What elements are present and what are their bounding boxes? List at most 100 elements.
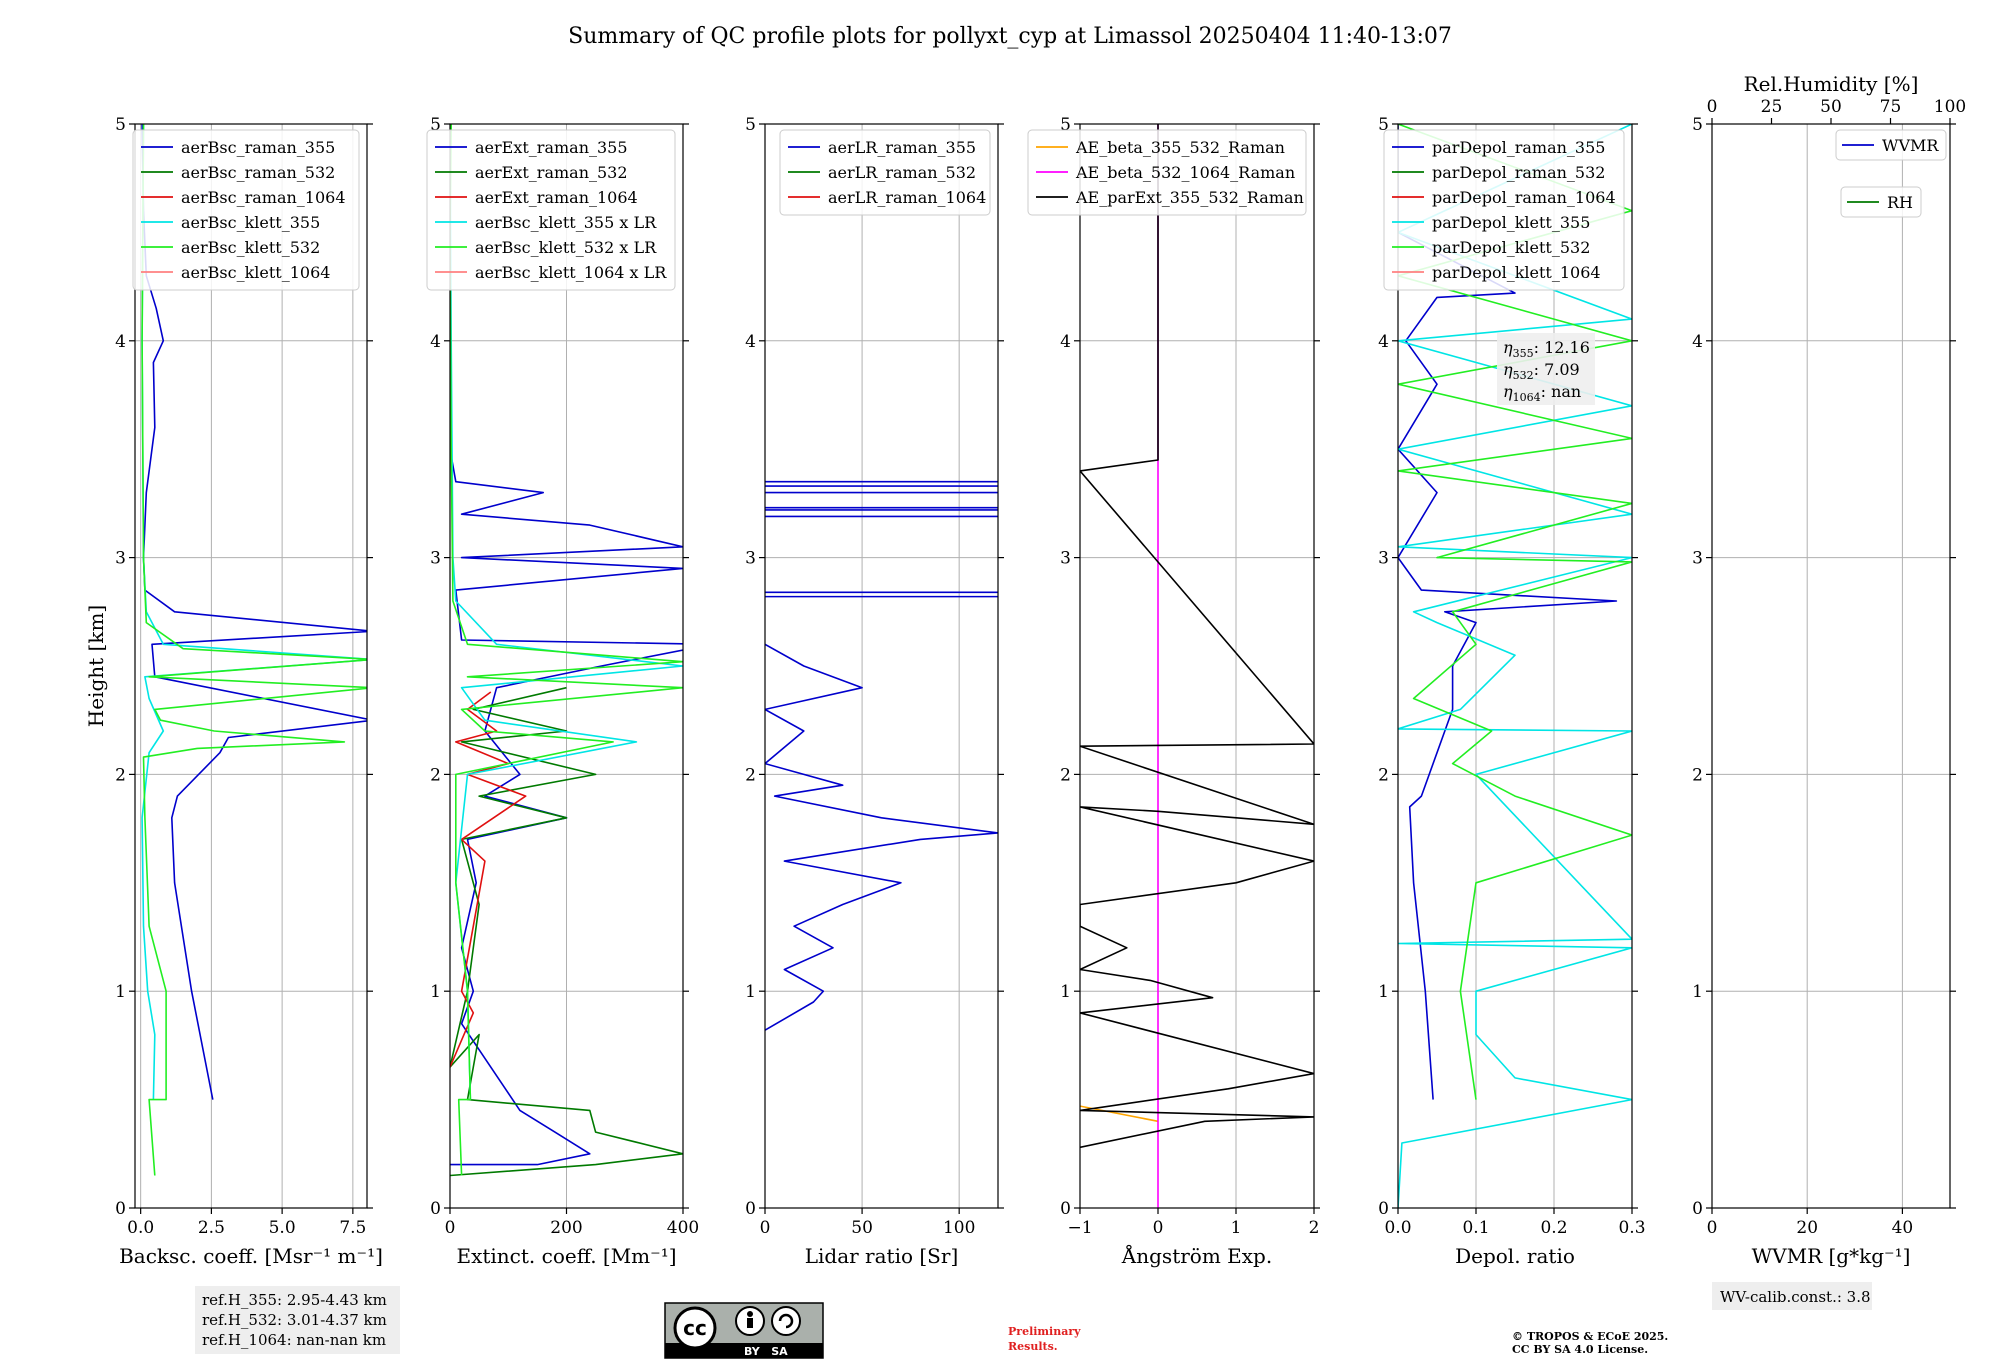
legend-label: aerBsc_klett_355 x LR — [475, 213, 657, 232]
legend-label: parDepol_klett_532 — [1432, 238, 1590, 257]
legend-label: aerBsc_raman_355 — [181, 138, 335, 157]
legend-box — [1835, 129, 1947, 161]
y-tick-label: 2 — [1378, 765, 1389, 785]
panel-depol: 0 1 2 3 4 5 0.0 0.1 0.2 0.3 Depol. ratio parDepol_r… — [1378, 115, 1645, 1268]
eta-line: η355: 12.16 — [1503, 338, 1590, 360]
plot-area-angstrom — [1080, 124, 1314, 1208]
legend-label: aerLR_raman_532 — [828, 163, 976, 182]
series-aerLR_raman_355 — [765, 643, 998, 1031]
y-tick-label: 4 — [745, 332, 756, 352]
y-tick-label: 2 — [115, 765, 126, 785]
panel-backscatter: 0 1 2 3 4 5 0.0 2.5 5.0 7.5 Backsc. coeff. [Msr⁻¹ … — [84, 115, 400, 1354]
series-AE_parExt_355_532_Raman — [1080, 124, 1314, 1149]
legend-label: AE_beta_355_532_Raman — [1075, 138, 1285, 157]
legend-label: parDepol_klett_1064 — [1432, 263, 1601, 282]
legend-label: AE_beta_532_1064_Raman — [1075, 163, 1295, 182]
series-aerBsc_klett_532 — [141, 124, 367, 1176]
x-tick-label: 50 — [851, 1218, 873, 1238]
series-aerExt_raman_532 — [450, 686, 683, 1177]
top-x-tick-label: 50 — [1820, 97, 1842, 117]
x-tick-label: 0 — [760, 1218, 771, 1238]
reference-height-box — [195, 1286, 400, 1354]
legend-backscatter: aerBsc_raman_355 aerBsc_raman_532 aerBsc_r… — [132, 129, 360, 291]
y-tick-label: 1 — [115, 982, 126, 1002]
legend-label: parDepol_klett_355 — [1432, 213, 1590, 232]
y-tick-label: 3 — [115, 549, 126, 569]
x-tick-label: 2.5 — [198, 1218, 225, 1238]
x-axis-label: WVMR [g*kg⁻¹] — [1752, 1244, 1911, 1268]
y-tick-label: 2 — [745, 765, 756, 785]
axes-frame — [764, 123, 999, 1209]
x-tick-label: 0.0 — [127, 1218, 154, 1238]
sa-icon — [771, 1306, 801, 1336]
axes-frame — [134, 123, 368, 1209]
legend-label: RH — [1887, 193, 1913, 212]
y-tick-label: 4 — [430, 332, 441, 352]
legend-label: parDepol_raman_532 — [1432, 163, 1605, 182]
series-parDepol_raman_355 — [1398, 124, 1618, 1100]
y-tick-label: 0 — [115, 1199, 126, 1219]
legend-label: aerBsc_raman_532 — [181, 163, 335, 182]
svg-text:cc: cc — [683, 1316, 707, 1340]
x-axis-label: Lidar ratio [Sr] — [805, 1244, 959, 1268]
top-x-tick-label: 0 — [1707, 97, 1718, 117]
x-tick-label: 1 — [1231, 1218, 1242, 1238]
y-tick-label: 0 — [1378, 1199, 1389, 1219]
reference-height-note: ref.H_532: 3.01-4.37 km — [202, 1311, 387, 1329]
y-tick-label: 2 — [1060, 765, 1071, 785]
preliminary-line-2: Results. — [1008, 1340, 1058, 1353]
legend-label: aerExt_raman_355 — [475, 138, 628, 157]
x-tick-label: 0 — [1153, 1218, 1164, 1238]
y-tick-label: 5 — [1060, 115, 1071, 135]
series-aerBsc_klett_532 x LR — [450, 124, 683, 1176]
y-tick-label: 5 — [1378, 115, 1389, 135]
legend-wvmr: WVMR RH — [1835, 129, 1947, 218]
x-tick-label: 7.5 — [339, 1218, 366, 1238]
legend-label: aerLR_raman_355 — [828, 138, 976, 157]
legend-box — [426, 129, 676, 291]
x-tick-label: 400 — [667, 1218, 699, 1238]
x-tick-label: −1 — [1067, 1218, 1092, 1238]
y-tick-label: 0 — [430, 1199, 441, 1219]
axes-frame — [1397, 123, 1633, 1209]
top-x-axis-label: Rel.Humidity [%] — [1744, 72, 1919, 96]
x-tick-label: 0 — [445, 1218, 456, 1238]
eta-box — [1497, 333, 1595, 405]
legend-box — [779, 129, 991, 216]
y-tick-label: 1 — [1378, 982, 1389, 1002]
x-tick-label: 200 — [550, 1218, 582, 1238]
series-aerExt_raman_1064 — [450, 691, 527, 1068]
legend-label: WVMR — [1882, 136, 1939, 155]
y-tick-label: 2 — [430, 765, 441, 785]
legend-depol: parDepol_raman_355 parDepol_raman_532 parD… — [1383, 129, 1625, 291]
y-tick-label: 5 — [430, 115, 441, 135]
x-tick-label: 2 — [1309, 1218, 1320, 1238]
y-tick-label: 3 — [1060, 549, 1071, 569]
legend-label: aerBsc_klett_355 — [181, 213, 320, 232]
top-x-tick-label: 75 — [1880, 97, 1902, 117]
x-tick-label: 20 — [1796, 1218, 1818, 1238]
legend-extinction: aerExt_raman_355 aerExt_raman_532 aerExt_r… — [426, 129, 676, 291]
cc-license-text: BY SA — [744, 1345, 788, 1358]
legend-label: aerBsc_klett_1064 — [181, 263, 330, 282]
reference-height-note: ref.H_1064: nan-nan km — [202, 1331, 386, 1349]
y-axis-label: Height [km] — [84, 605, 108, 727]
legend-box — [1383, 129, 1625, 291]
legend-lidar_ratio: aerLR_raman_355 aerLR_raman_532 aerLR_rama… — [779, 129, 991, 216]
y-tick-label: 4 — [1692, 332, 1703, 352]
legend-label: aerBsc_raman_1064 — [181, 188, 346, 207]
legend-label: parDepol_raman_355 — [1432, 138, 1605, 157]
legend-label: aerBsc_klett_1064 x LR — [475, 263, 667, 282]
preliminary-line-1: Preliminary — [1008, 1325, 1081, 1338]
x-tick-label: 0.0 — [1384, 1218, 1411, 1238]
legend-label: AE_parExt_355_532_Raman — [1075, 188, 1304, 207]
panels-container: 0 1 2 3 4 5 0.0 2.5 5.0 7.5 Backsc. coeff. [Msr⁻¹ … — [84, 72, 1966, 1354]
reference-height-note: ref.H_355: 2.95-4.43 km — [202, 1291, 387, 1309]
plot-area-backscatter — [141, 124, 367, 1176]
x-axis-label: Backsc. coeff. [Msr⁻¹ m⁻¹] — [119, 1244, 383, 1268]
series-parDepol_klett_355 — [1398, 124, 1632, 1208]
legend-label: aerBsc_klett_532 x LR — [475, 238, 657, 257]
axes-frame — [1079, 123, 1315, 1209]
y-tick-label: 0 — [1692, 1199, 1703, 1219]
